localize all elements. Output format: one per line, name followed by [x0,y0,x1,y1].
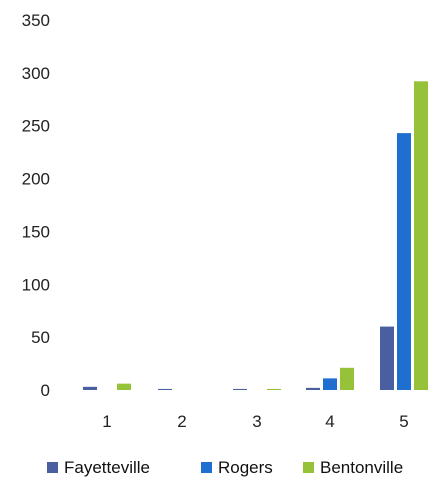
bar-bentonville-4 [340,367,354,390]
legend-item: Rogers [201,458,273,477]
legend: Fayetteville Rogers Bentonville [47,458,403,477]
legend-item: Bentonville [303,458,403,477]
legend-swatch [303,462,314,473]
bar-bentonville-3 [267,388,281,390]
legend-swatch [201,462,212,473]
y-tick-label: 350 [22,11,50,30]
y-tick-label: 150 [22,222,50,241]
y-tick-label: 50 [31,328,50,347]
legend-label: Bentonville [320,458,403,477]
y-tick-label: 300 [22,64,50,83]
y-tick-label: 250 [22,117,50,136]
y-tick-label: 0 [41,381,50,400]
y-tick-label: 100 [22,275,50,294]
x-tick-label: 3 [252,412,261,431]
x-tick-label: 4 [325,412,334,431]
bar-bentonville-1 [117,383,131,390]
x-tick-label: 2 [177,412,186,431]
bar-rogers-5 [397,133,411,390]
x-tick-label: 5 [399,412,408,431]
x-tick-label: 1 [102,412,111,431]
y-axis-ticks: 0 50 100 150 200 250 300 350 [22,11,50,400]
bar-fayetteville-2 [158,388,172,390]
legend-label: Fayetteville [64,458,150,477]
y-tick-label: 200 [22,170,50,189]
legend-swatch [47,462,58,473]
bar-fayetteville-5 [380,326,394,390]
bar-fayetteville-4 [306,387,320,390]
legend-label: Rogers [218,458,273,477]
x-axis-ticks: 1 2 3 4 5 [102,412,408,431]
bar-rogers-4 [323,378,337,390]
bar-fayetteville-3 [233,388,247,390]
bar-bentonville-5 [414,81,428,391]
bar-series [83,81,428,391]
legend-item: Fayetteville [47,458,150,477]
bar-fayetteville-1 [83,386,97,390]
